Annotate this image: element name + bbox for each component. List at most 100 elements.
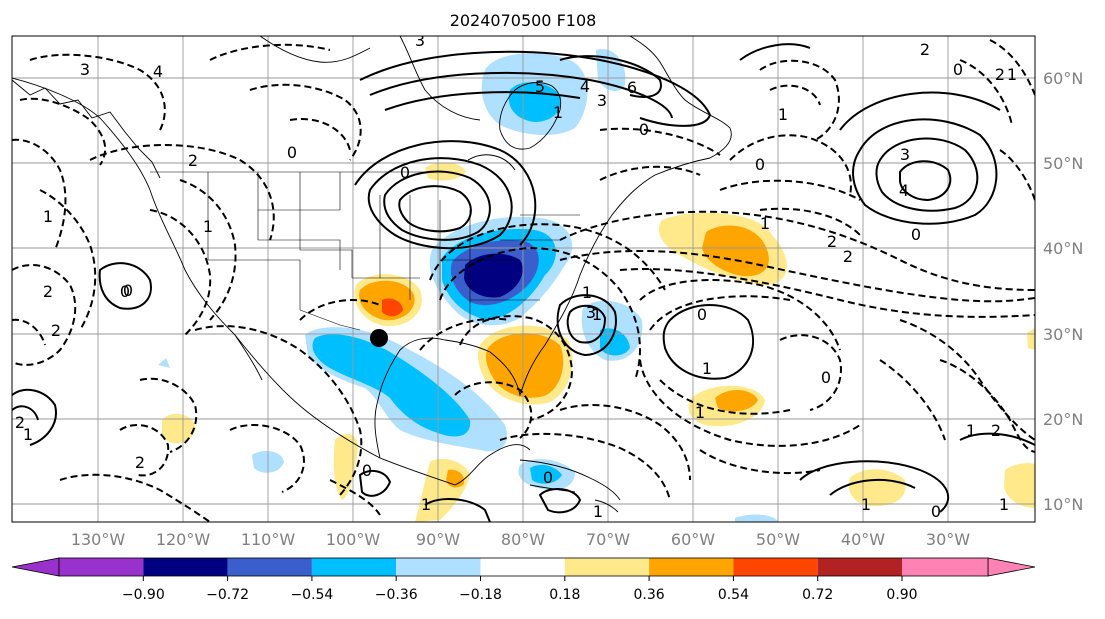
lat-label: 20°N — [1043, 410, 1083, 429]
gridlines — [12, 36, 1035, 522]
contour-label: 1 — [203, 217, 213, 236]
contour-label: 1 — [582, 283, 592, 302]
contour-label: 2 — [827, 232, 837, 251]
contour-label: 2 — [920, 40, 930, 59]
contour-label: 0 — [400, 163, 410, 182]
colorbar-frame — [58, 557, 989, 577]
coastlines — [12, 36, 732, 513]
contour-label: 1 — [695, 403, 705, 422]
lon-label: 60°W — [671, 530, 715, 549]
contour-label: 3 — [415, 31, 425, 50]
lon-label: 50°W — [756, 530, 800, 549]
colorbar-tick-label: −0.72 — [206, 587, 249, 603]
lon-label: 90°W — [416, 530, 460, 549]
lon-label: 100°W — [326, 530, 381, 549]
lon-label: 80°W — [501, 530, 545, 549]
contour-thin — [467, 154, 516, 171]
state-borders — [150, 171, 580, 331]
colorbar: −0.90 −0.72 −0.54 −0.36 −0.18 0.18 0.36 … — [11, 557, 1036, 603]
shade-red — [382, 298, 403, 317]
contour-label: 6 — [627, 78, 637, 97]
colorbar-bin — [396, 558, 481, 576]
contour-label: 1 — [1007, 65, 1017, 84]
shade-yellow — [162, 413, 196, 444]
colorbar-bin — [817, 558, 902, 576]
contour-label: 5 — [535, 77, 545, 96]
contour-label: 0 — [821, 368, 831, 387]
contour-label: 0 — [543, 468, 553, 487]
shaded-field — [158, 49, 1035, 522]
contour-label: 0 — [639, 120, 649, 139]
colorbar-bin — [480, 558, 565, 576]
contour-label: 2 — [843, 247, 853, 266]
shade-orange — [715, 389, 758, 412]
lat-label: 10°N — [1043, 495, 1083, 514]
shade-blue-light — [735, 514, 778, 522]
contour-label: 4 — [899, 181, 909, 200]
contour-label: 1 — [760, 214, 770, 233]
colorbar-bin — [902, 558, 988, 576]
colorbar-ticks — [142, 576, 903, 581]
map-area: 3 4 2 0 1 2 2 0 1 2 2 1 0 3 6 5 4 3 1 0 … — [12, 31, 1035, 522]
map-title: 2024070500 F108 — [450, 11, 597, 30]
colorbar-bin — [227, 558, 312, 576]
contour-label: 1 — [702, 359, 712, 378]
contour-label: 2 — [15, 413, 25, 432]
colorbar-tick-label: −0.18 — [459, 587, 502, 603]
longitude-labels: 130°W 120°W 110°W 100°W 90°W 80°W 70°W 6… — [71, 530, 970, 549]
contour-label: 2 — [991, 421, 1001, 440]
contour-label: 0 — [697, 305, 707, 324]
contour-label: 3 — [900, 145, 910, 164]
lat-label: 60°N — [1043, 69, 1083, 88]
contour-label: 1 — [421, 495, 431, 514]
lon-label: 40°W — [841, 530, 885, 549]
contour-label: 0 — [287, 143, 297, 162]
lon-label: 70°W — [586, 530, 630, 549]
colorbar-bin — [59, 558, 144, 576]
contour-label: 0 — [953, 60, 963, 79]
contour-label: 0 — [911, 225, 921, 244]
lon-label: 130°W — [71, 530, 126, 549]
latitude-labels: 60°N 50°N 40°N 30°N 20°N 10°N — [1043, 69, 1083, 514]
contour-label: 1 — [592, 305, 602, 324]
colorbar-bin — [311, 558, 397, 576]
contour-label: 2 — [188, 151, 198, 170]
contour-label: 1 — [999, 495, 1009, 514]
contour-label: 2 — [135, 453, 145, 472]
contours-dashed — [12, 39, 1035, 522]
colorbar-over-triangle — [987, 557, 1036, 577]
shade-yellow — [333, 433, 358, 500]
shade-yellow — [848, 469, 906, 507]
colorbar-tick-label: −0.36 — [375, 587, 418, 603]
shade-navy — [464, 253, 523, 298]
contour-label: 3 — [597, 91, 607, 110]
colorbar-tick-label: −0.54 — [290, 587, 333, 603]
contour-label: 1 — [23, 425, 33, 444]
shade-orange — [485, 333, 564, 398]
colorbar-tick-label: 0.54 — [718, 587, 749, 603]
contour-label: 2 — [43, 282, 53, 301]
lon-label: 30°W — [926, 530, 970, 549]
contour-label: 2 — [995, 65, 1005, 84]
lat-label: 50°N — [1043, 154, 1083, 173]
contour-label: 0 — [120, 282, 130, 301]
colorbar-tick-label: 0.72 — [802, 587, 833, 603]
contour-label: 0 — [931, 502, 941, 521]
contour-label: 0 — [123, 281, 133, 300]
colorbar-tick-label: 0.90 — [886, 587, 917, 603]
contour-label: 4 — [153, 62, 163, 81]
contour-label: 4 — [580, 77, 590, 96]
contour-label: 1 — [966, 421, 976, 440]
contour-labels: 3 4 2 0 1 2 2 0 1 2 2 1 0 3 6 5 4 3 1 0 … — [15, 31, 1017, 521]
contour-label: 1 — [553, 103, 563, 122]
shade-blue — [600, 328, 630, 356]
map-frame — [11, 35, 1036, 523]
contour-label: 2 — [51, 321, 61, 340]
colorbar-bin — [733, 558, 818, 576]
contours-solid — [12, 43, 1035, 522]
shade-yellow — [1027, 328, 1035, 350]
contour-label: 0 — [362, 461, 372, 480]
colorbar-under-triangle — [11, 557, 60, 577]
